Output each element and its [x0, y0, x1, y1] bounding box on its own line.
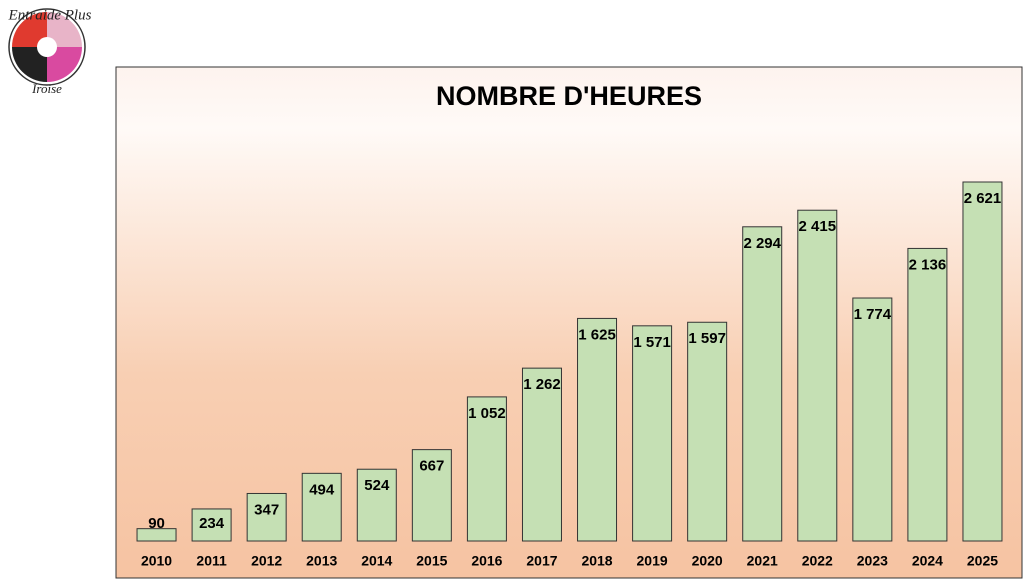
data-label: 1 571: [633, 334, 671, 351]
bar: [797, 209, 838, 542]
bar: [907, 247, 948, 542]
data-label: 524: [364, 477, 390, 494]
x-tick-label: 2014: [361, 553, 392, 569]
data-label: 347: [254, 501, 279, 518]
data-label: 90: [148, 515, 165, 532]
x-tick-label: 2015: [416, 553, 447, 569]
data-label: 1 052: [468, 405, 506, 422]
x-tick-label: 2021: [747, 553, 778, 569]
bar: [356, 468, 397, 542]
x-tick-label: 2011: [196, 553, 227, 569]
bar: [411, 449, 452, 542]
data-label: 1 625: [578, 326, 616, 343]
data-label: 234: [199, 515, 225, 532]
x-tick-label: 2022: [802, 553, 833, 569]
bar: [852, 297, 893, 542]
x-tick-label: 2019: [637, 553, 668, 569]
data-label: 1 597: [688, 330, 726, 347]
data-label: 2 621: [964, 190, 1002, 207]
data-label: 494: [309, 481, 335, 498]
x-tick-label: 2020: [692, 553, 723, 569]
bar: [246, 492, 287, 542]
data-label: 2 294: [743, 235, 781, 252]
x-tick-label: 2017: [526, 553, 557, 569]
x-tick-label: 2016: [471, 553, 502, 569]
logo: Entraide Plus Iroise: [8, 7, 92, 96]
bar: [191, 508, 232, 542]
bar: [687, 321, 728, 542]
data-label: 1 774: [854, 306, 892, 323]
bar: [577, 317, 618, 542]
bar: [962, 181, 1003, 542]
x-tick-label: 2025: [967, 553, 998, 569]
logo-top: Entraide Plus: [8, 7, 92, 23]
x-tick-label: 2010: [141, 553, 172, 569]
x-tick-label: 2024: [912, 553, 943, 569]
data-label: 667: [419, 458, 444, 475]
bar: [136, 528, 177, 542]
data-label: 2 415: [799, 218, 837, 235]
bar: [301, 472, 342, 542]
logo-bottom: Iroise: [31, 81, 62, 96]
x-tick-label: 2013: [306, 553, 337, 569]
bar: [466, 396, 507, 542]
x-tick-label: 2023: [857, 553, 888, 569]
bar: [632, 325, 673, 542]
bar: [742, 226, 783, 542]
data-label: 1 262: [523, 376, 561, 393]
data-label: 2 136: [909, 256, 947, 273]
x-tick-label: 2012: [251, 553, 282, 569]
bar: [521, 367, 562, 542]
x-tick-label: 2018: [581, 553, 612, 569]
chart-title: NOMBRE D'HEURES: [436, 81, 702, 111]
